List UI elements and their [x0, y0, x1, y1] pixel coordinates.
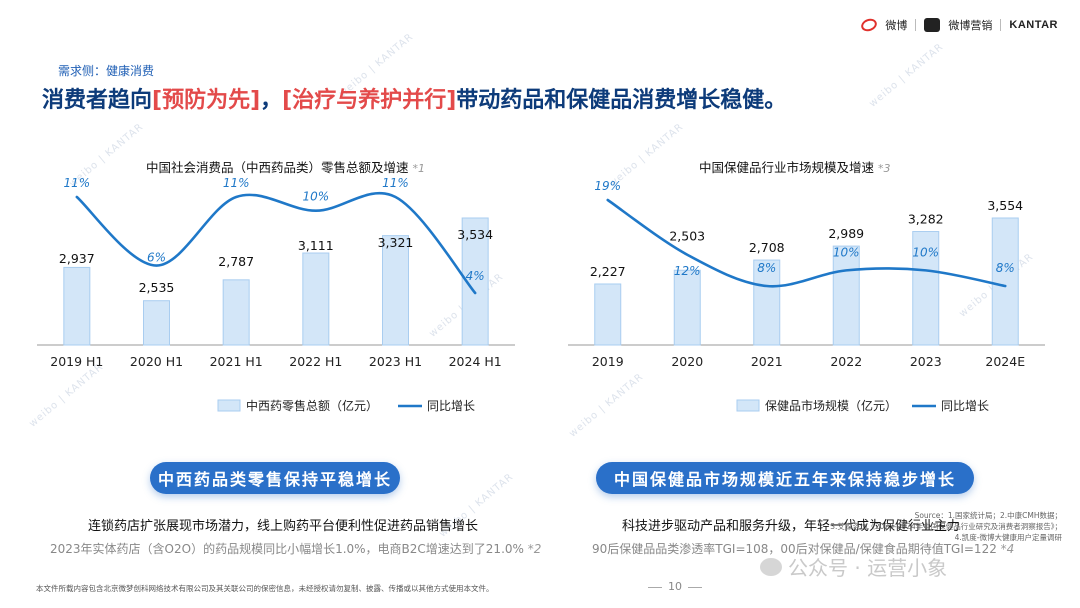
bar	[594, 283, 622, 346]
growth-rate-label: 10%	[912, 245, 939, 259]
bar-value-label: 2,937	[59, 251, 95, 266]
divider	[915, 19, 917, 31]
x-tick-label: 2019 H1	[50, 354, 103, 369]
bar	[991, 217, 1019, 346]
growth-line	[606, 198, 1007, 288]
source-line: 4.凯度-微博大健康用户定量调研	[954, 533, 1062, 542]
brand-header: 微博 微博营销 KANTAR	[859, 14, 1058, 36]
wechat-watermark: 公众号 · 运营小象	[760, 552, 947, 581]
x-tick-label: 2021	[751, 354, 783, 369]
bar-value-label: 2,989	[828, 226, 864, 241]
right-summary-note: *4	[1000, 542, 1015, 556]
bar-value-label: 2,503	[669, 228, 705, 243]
chart-title-note: *3	[878, 162, 891, 175]
growth-rate-label: 10%	[833, 245, 860, 259]
brand-weibo: 微博	[885, 19, 908, 32]
legend-bar-swatch	[736, 399, 760, 412]
bar-value-label: 2,227	[590, 264, 626, 279]
growth-rate-label: 11%	[63, 176, 90, 190]
chart-title-text: 中国社会消费品（中西药品类）零售总额及增速	[146, 160, 409, 175]
source-line: Source：1.国家统计局；2.中康CMH数据；	[914, 511, 1062, 520]
growth-rate-label: 12%	[674, 264, 701, 278]
bar	[753, 259, 781, 346]
right-summary-banner: 中国保健品市场规模近五年来保持稳步增长	[596, 462, 974, 494]
legend-bar-swatch	[217, 399, 241, 412]
bar-value-label: 2,708	[749, 240, 785, 255]
bar	[832, 245, 860, 346]
wechat-icon	[760, 557, 782, 576]
x-tick-label: 2020 H1	[130, 354, 183, 369]
bar	[673, 269, 701, 346]
title-part: 带动药品和保健品消费增长稳健。	[456, 88, 787, 113]
title-part: 消费者趋向	[42, 88, 153, 113]
x-tick-label: 2024 H1	[449, 354, 502, 369]
left-summary-note: *2	[527, 542, 542, 556]
growth-rate-label: 19%	[594, 179, 621, 193]
growth-rate-label: 4%	[466, 269, 485, 283]
left-summary-line1: 连锁药店扩张展现市场潜力，线上购药平台便利性促进药品销售增长	[88, 519, 479, 534]
x-tick-label: 2024E	[985, 354, 1025, 369]
x-tick-label: 2023 H1	[369, 354, 422, 369]
chart-title-right: 中国保健品行业市场规模及增速 *3	[699, 157, 891, 176]
x-tick-label: 2022 H1	[289, 354, 342, 369]
brand-kantar: KANTAR	[1009, 19, 1058, 31]
left-summary-line2-text: 2023年实体药店（含O2O）的药品规模同比小幅增长1.0%，电商B2C增速达到…	[50, 542, 524, 556]
bar-value-label: 3,111	[298, 238, 334, 253]
title-highlight: [预防为先]	[152, 88, 261, 113]
legend-line-label: 同比增长	[941, 399, 989, 413]
bar-value-label: 3,554	[987, 198, 1023, 213]
chart-title-text: 中国保健品行业市场规模及增速	[699, 160, 875, 175]
x-tick-label: 2020	[671, 354, 703, 369]
page-title: 消费者趋向[预防为先]，[治疗与养护并行]带动药品和保健品消费增长稳健。	[42, 82, 786, 114]
left-summary-line2: 2023年实体药店（含O2O）的药品规模同比小幅增长1.0%，电商B2C增速达到…	[50, 540, 541, 557]
section-label: 需求侧：健康消费	[58, 64, 155, 78]
legend-bar-label: 保健品市场规模（亿元）	[765, 398, 897, 413]
bar	[302, 252, 330, 346]
growth-rate-label: 11%	[223, 176, 250, 190]
right-summary-line1: 科技进步驱动产品和服务升级，年轻一代成为保健行业主力	[622, 519, 961, 534]
bar	[63, 266, 91, 346]
right-summary-line2-text: 90后保健品品类渗透率TGI=108，00后对保健品/保健食品期待值TGI=12…	[592, 542, 997, 556]
legend-bar-label: 中西药零售总额（亿元）	[246, 398, 378, 413]
bar-value-label: 3,321	[378, 235, 414, 250]
divider	[1000, 19, 1002, 31]
bar-value-label: 2,787	[218, 254, 254, 269]
right-summary-line2: 90后保健品品类渗透率TGI=108，00后对保健品/保健食品期待值TGI=12…	[592, 540, 1014, 557]
bar	[382, 235, 409, 346]
growth-line	[75, 191, 477, 295]
x-tick-label: 2019	[592, 354, 624, 369]
legend-line-label: 同比增长	[427, 399, 475, 413]
brand-partner: 微博营销	[948, 19, 993, 32]
chart-title-left: 中国社会消费品（中西药品类）零售总额及增速 *1	[146, 157, 425, 176]
x-tick-label: 2021 H1	[210, 354, 263, 369]
chart-title-note: *1	[412, 162, 426, 175]
source-line: 3.艾媒咨询《2023-2024年中国保健品行业研究及消费者洞察报告》；	[830, 522, 1062, 531]
bar	[143, 300, 170, 346]
title-highlight: [治疗与养护并行]	[282, 88, 457, 113]
partner-logo-icon	[924, 18, 941, 32]
growth-rate-label: 6%	[147, 251, 166, 265]
bar	[912, 231, 940, 346]
growth-rate-label: 11%	[382, 176, 409, 190]
x-tick-label: 2022	[830, 354, 862, 369]
bar-value-label: 2,535	[139, 280, 175, 295]
bar-value-label: 3,282	[908, 212, 944, 227]
left-summary-banner: 中西药品类零售保持平稳增长	[150, 462, 400, 494]
page-number: 10	[642, 580, 708, 593]
bar	[222, 279, 250, 346]
growth-rate-label: 10%	[302, 190, 329, 204]
source-notes: Source：1.国家统计局；2.中康CMH数据； 3.艾媒咨询《2023-20…	[830, 510, 1062, 543]
growth-rate-label: 8%	[996, 261, 1015, 275]
footer-disclaimer: 本文件所载内容包含北京微梦创科网络技术有限公司及其关联公司的保密信息，未经授权请…	[36, 584, 494, 593]
bar-value-label: 3,534	[457, 227, 493, 242]
title-part: ，	[260, 88, 283, 113]
x-tick-label: 2023	[910, 354, 942, 369]
wechat-text: 公众号 · 运营小象	[788, 556, 948, 580]
growth-rate-label: 8%	[757, 261, 776, 275]
